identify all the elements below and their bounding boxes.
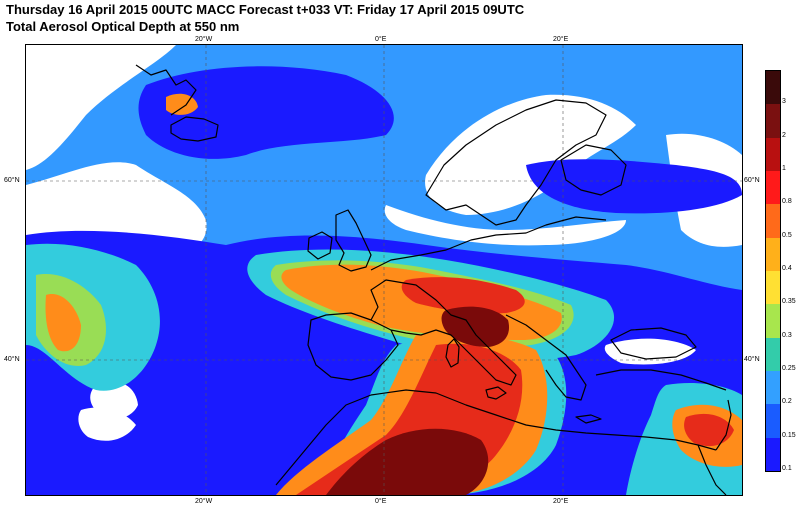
colorbar-label: 0.3 xyxy=(782,331,792,339)
colorbar-segment xyxy=(766,171,780,205)
field-orange-west xyxy=(45,294,81,352)
coastline-greenland xyxy=(135,64,197,116)
lon-label-top-0e: 0°E xyxy=(375,36,387,43)
coastline-sicily xyxy=(485,386,507,400)
lat-label-right-40n: 40°N xyxy=(744,356,760,363)
colorbar-label: 0.1 xyxy=(782,465,792,472)
colorbar-segment xyxy=(766,304,780,338)
lat-label-left-40n: 40°N xyxy=(4,356,20,363)
coastline-iberia xyxy=(307,312,399,381)
coastline-balkans-greece xyxy=(505,314,587,401)
colorbar-label: 0.2 xyxy=(782,398,792,406)
colorbar-label: 2 xyxy=(782,131,786,139)
colorbar-label: 3 xyxy=(782,98,786,106)
colorbar-segment xyxy=(766,271,780,305)
lat-label-right-60n: 60°N xyxy=(744,177,760,184)
field-blue-baltic xyxy=(526,159,742,214)
aerosol-map xyxy=(25,44,743,496)
coastline-black-sea xyxy=(610,327,697,360)
field-red-europe xyxy=(401,277,525,314)
coastline-europe-north xyxy=(370,216,607,271)
coastline-iceland xyxy=(170,116,219,142)
field-red-egypt xyxy=(684,413,734,447)
colorbar-label: 0.4 xyxy=(782,265,792,272)
coastline-ireland xyxy=(307,231,333,260)
lon-label-top-20w: 20°W xyxy=(195,36,213,43)
colorbar-segment xyxy=(766,104,780,138)
colorbar-label: 0.5 xyxy=(782,231,792,239)
lon-label-bottom-20e: 20°E xyxy=(553,498,569,505)
lon-label-top-20e: 20°E xyxy=(553,36,569,43)
coastline-north-africa xyxy=(275,389,717,486)
colorbar-segment xyxy=(766,71,780,105)
coastline-great-britain xyxy=(335,209,372,272)
coastline-sardinia-corsica xyxy=(445,338,460,368)
coastline-turkey xyxy=(595,369,727,391)
colorbar-label: 1 xyxy=(782,165,786,172)
colorbar-segment xyxy=(766,404,780,438)
field-white-greenland-atlantic xyxy=(26,45,176,170)
coastline-finland xyxy=(560,144,627,196)
lon-label-bottom-0e: 0°E xyxy=(375,498,387,505)
colorbar xyxy=(765,70,781,472)
coastline-france-italy xyxy=(370,279,517,386)
colorbar-segment xyxy=(766,371,780,405)
map-subtitle: Total Aerosol Optical Depth at 550 nm xyxy=(6,19,240,34)
colorbar-segment xyxy=(766,137,780,171)
field-darkred-sahara xyxy=(326,428,489,495)
field-darkred-italy xyxy=(441,306,510,347)
field-blue-iceland-band xyxy=(138,66,394,159)
colorbar-segment xyxy=(766,204,780,238)
colorbar-label: 0.25 xyxy=(782,365,796,372)
map-title: Thursday 16 April 2015 00UTC MACC Foreca… xyxy=(6,2,525,17)
lat-label-left-60n: 60°N xyxy=(4,177,20,184)
colorbar-segment xyxy=(766,237,780,271)
colorbar-label: 0.35 xyxy=(782,298,796,306)
field-white-north-sea-strip xyxy=(384,205,626,246)
colorbar-label: 0.8 xyxy=(782,198,792,206)
field-white-aegean xyxy=(604,338,696,365)
colorbar-segment xyxy=(766,337,780,371)
field-white-atlantic-low xyxy=(78,407,136,441)
lon-label-bottom-20w: 20°W xyxy=(195,498,213,505)
coastline-levant-red-sea xyxy=(697,399,732,495)
field-white-scandinavia xyxy=(425,94,636,215)
colorbar-label: 0.15 xyxy=(782,431,796,439)
coastline-crete xyxy=(575,414,602,424)
coastline-scandinavia xyxy=(425,99,607,226)
colorbar-segment xyxy=(766,437,780,471)
